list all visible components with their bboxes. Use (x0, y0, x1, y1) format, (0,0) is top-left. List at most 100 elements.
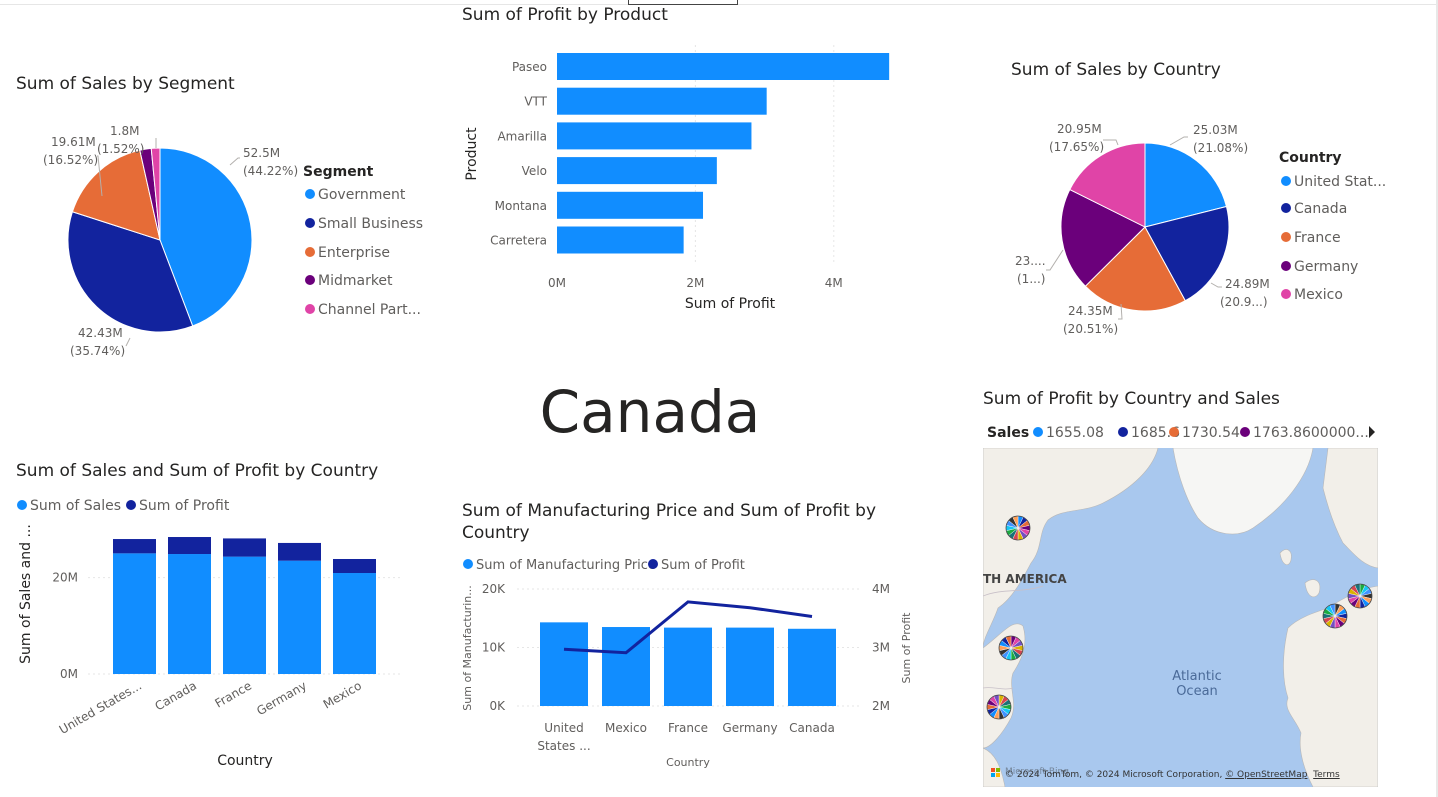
country-legend-item-mexico[interactable]: Mexico (1281, 287, 1343, 303)
segment-label-channel-pct: (1.52%) (97, 142, 144, 156)
slice-small-business[interactable] (67, 211, 194, 333)
mfg-profit-line (563, 600, 813, 655)
profit-bar[interactable] (113, 539, 156, 554)
map-legend-item-1685[interactable]: 1685.6 (1118, 425, 1180, 441)
report-right-border (1436, 0, 1438, 797)
map-legend-item-1730[interactable]: 1730.54 (1169, 425, 1240, 441)
country-label-mexico-value: 20.95M (1057, 122, 1102, 136)
product-bar-chart[interactable]: Paseo VTT Amarilla Velo Montana Carretera 0M 2… (460, 30, 890, 320)
product-bar-paseo[interactable] (557, 53, 890, 80)
map-pie-marker[interactable] (1005, 515, 1031, 541)
svg-text:Sum of Sales: Sum of Sales (30, 498, 121, 514)
sales-profit-category: Mexico (321, 678, 364, 711)
osm-link[interactable]: © OpenStreetMap (1225, 770, 1308, 780)
mfg-price-bar[interactable] (664, 627, 712, 706)
svg-text:Canada: Canada (1294, 201, 1347, 217)
map-basemap: TH AMERICA Atlantic Ocean (983, 448, 1378, 787)
map-legend-item-1655[interactable]: 1655.08 (1033, 425, 1104, 441)
segment-pie-chart[interactable]: 52.5M (44.22%) 42.43M (35.74%) 19.61M (1… (0, 110, 423, 370)
selected-country-card[interactable]: Canada (539, 378, 761, 446)
segment-pie-title: Sum of Sales by Segment (16, 74, 235, 94)
product-bar-velo[interactable] (557, 157, 717, 185)
country-pie-chart[interactable]: 25.03M (21.08%) 24.89M (20.9...) 24.35M … (1000, 115, 1420, 355)
map-pie-marker[interactable] (1347, 583, 1373, 609)
slice-france[interactable] (1084, 226, 1186, 312)
country-pie-title: Sum of Sales by Country (1011, 60, 1221, 80)
country-legend-item-france[interactable]: France (1281, 230, 1341, 246)
slice-mexico[interactable] (1069, 142, 1146, 228)
profit-bar[interactable] (333, 558, 376, 574)
microsoft-logo-icon (991, 768, 1001, 778)
map-title: Sum of Profit by Country and Sales (983, 389, 1280, 409)
map-pie-marker[interactable] (1322, 603, 1348, 629)
slice-canada[interactable] (1144, 205, 1230, 302)
sales-bar[interactable] (223, 556, 266, 674)
mfg-legend-price[interactable]: Sum of Manufacturing Price (463, 558, 656, 573)
slice-channel-partners[interactable] (150, 147, 161, 241)
sales-bar[interactable] (278, 560, 321, 674)
segment-legend-item-enterprise[interactable]: Enterprise (305, 245, 390, 261)
mfg-category-label: States ... (537, 739, 590, 753)
mfg-price-bar[interactable] (788, 628, 836, 706)
mfg-profit-combo-chart[interactable]: Sum of Manufacturing Price Sum of Profit… (455, 552, 925, 782)
product-category-label: Velo (522, 164, 547, 178)
sales-bar[interactable] (168, 554, 211, 674)
product-category-label: VTT (524, 95, 547, 109)
mfg-ytick-right: 3M (872, 641, 890, 655)
profit-bar[interactable] (223, 538, 266, 557)
country-label-mexico-pct: (17.65%) (1049, 140, 1104, 154)
product-category-label: Montana (495, 199, 547, 213)
mfg-price-bar[interactable] (726, 627, 774, 706)
segment-label-enterprise-pct: (16.52%) (43, 153, 98, 167)
product-bar-carretera[interactable] (557, 226, 684, 254)
sales-profit-ylabel: Sum of Sales and ... (18, 524, 34, 664)
map-visual[interactable]: TH AMERICA Atlantic Ocean Microsoft Bing… (983, 448, 1378, 787)
segment-legend-item-government[interactable]: Government (305, 187, 406, 203)
svg-text:France: France (1294, 230, 1341, 246)
product-bar-montana[interactable] (557, 191, 704, 219)
sales-profit-category: France (212, 678, 254, 710)
country-label-germany-value: 23.... (1015, 254, 1046, 268)
segment-legend-item-midmarket[interactable]: Midmarket (305, 273, 393, 289)
sales-profit-legend-profit[interactable]: Sum of Profit (126, 498, 230, 514)
terms-link[interactable]: Terms (1313, 770, 1340, 780)
slice-germany[interactable] (1060, 188, 1146, 287)
slice-usa[interactable] (1144, 142, 1228, 228)
segment-legend-item-channel-partners[interactable]: Channel Part... (305, 302, 421, 318)
product-bar-vtt[interactable] (557, 87, 767, 115)
map-pie-marker[interactable] (986, 694, 1012, 720)
sales-bar[interactable] (333, 573, 376, 674)
sales-bar[interactable] (113, 553, 156, 674)
map-legend-item-1763[interactable]: 1763.8600000... (1240, 425, 1369, 441)
segment-label-channel-value: 1.8M (110, 124, 139, 138)
mfg-legend-profit[interactable]: Sum of Profit (648, 558, 745, 573)
country-legend-item-usa[interactable]: United Stat... (1281, 174, 1386, 190)
profit-bar[interactable] (278, 542, 321, 561)
product-ylabel: Product (464, 127, 480, 181)
mfg-category-label: Mexico (605, 721, 647, 735)
svg-text:Government: Government (318, 187, 406, 203)
slice-enterprise[interactable] (71, 149, 161, 241)
country-label-canada-pct: (20.9...) (1220, 295, 1268, 309)
mfg-xlabel: Country (666, 756, 710, 769)
mfg-price-bar[interactable] (540, 622, 588, 706)
product-tick: 4M (825, 276, 843, 290)
sales-profit-legend-sales[interactable]: Sum of Sales (17, 498, 121, 514)
svg-text:Germany: Germany (1294, 259, 1358, 275)
sales-profit-category: United States... (57, 678, 144, 736)
svg-text:Sum of Manufacturing Price: Sum of Manufacturing Price (476, 558, 656, 573)
focus-tab[interactable] (628, 0, 738, 5)
segment-label-enterprise-value: 19.61M (51, 135, 96, 149)
mfg-category-label: France (668, 721, 708, 735)
country-legend-item-germany[interactable]: Germany (1281, 259, 1358, 275)
profit-bar[interactable] (168, 537, 211, 555)
segment-legend-item-small-business[interactable]: Small Business (305, 216, 423, 232)
segment-label-smallbiz-value: 42.43M (78, 326, 123, 340)
sales-profit-stacked-chart[interactable]: Sum of Sales Sum of Profit 20M 0M United … (0, 490, 420, 780)
map-pie-marker[interactable] (998, 635, 1024, 661)
slice-government[interactable] (159, 147, 253, 327)
map-legend-next-icon[interactable] (1369, 426, 1375, 438)
product-bar-amarilla[interactable] (557, 122, 752, 150)
sales-profit-ytick: 0M (60, 667, 78, 681)
country-legend-item-canada[interactable]: Canada (1281, 201, 1347, 217)
